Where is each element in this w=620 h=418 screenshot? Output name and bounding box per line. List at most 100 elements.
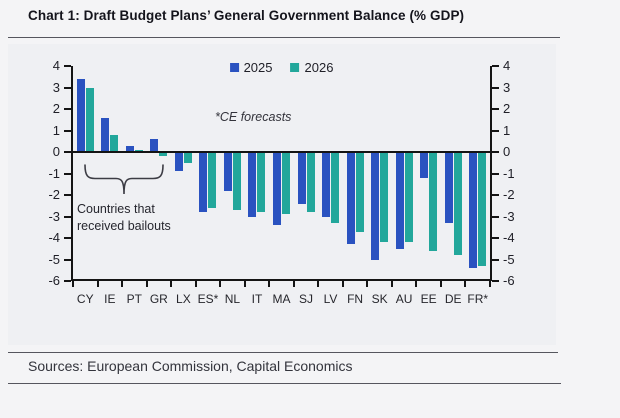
bar-2025-SK xyxy=(371,152,380,260)
y-tick-left xyxy=(64,280,71,282)
y-tick-label-right: 4 xyxy=(503,58,511,73)
y-tick-label-left: -6 xyxy=(48,273,60,288)
legend-item-2026: 2026 xyxy=(290,60,333,75)
y-tick-label-right: -4 xyxy=(503,230,515,245)
x-tick xyxy=(464,281,467,287)
y-tick-left xyxy=(64,86,71,89)
y-tick-left xyxy=(64,258,71,261)
y-tick-label-right: 3 xyxy=(503,79,511,95)
y-tick-right xyxy=(492,129,499,132)
bar-2026-PT xyxy=(134,149,143,152)
x-tick xyxy=(292,281,295,287)
x-tick xyxy=(194,281,197,287)
x-tick xyxy=(341,281,344,287)
y-tick-left xyxy=(64,65,71,67)
legend-item-2025: 2025 xyxy=(229,60,273,75)
y-tick-left xyxy=(64,151,71,153)
y-tick-label-left: 3 xyxy=(52,79,60,95)
y-tick-label-left: -2 xyxy=(48,187,60,202)
bar-2025-FN xyxy=(346,152,355,245)
legend-label-2025: 2025 xyxy=(243,60,273,75)
y-tick-label-left: -5 xyxy=(48,251,60,267)
y-tick-left xyxy=(64,108,71,110)
zero-line xyxy=(71,151,492,154)
x-tick-label: LX xyxy=(176,292,191,306)
bar-2026-ES* xyxy=(208,152,217,208)
y-tick-label-right: 0 xyxy=(503,144,511,159)
x-tick xyxy=(72,281,74,287)
sources-text: Sources: European Commission, Capital Ec… xyxy=(28,358,353,374)
x-axis xyxy=(71,279,492,281)
x-tick-label: LV xyxy=(323,292,338,306)
y-tick-label-right: -6 xyxy=(503,273,515,288)
x-tick-label: SJ xyxy=(299,292,314,306)
y-tick-right xyxy=(492,194,499,196)
bar-2025-GR xyxy=(150,139,159,152)
y-tick-label-right: -5 xyxy=(503,251,515,267)
bar-2026-GR xyxy=(159,152,168,157)
x-tick xyxy=(439,281,442,287)
bar-2025-CY xyxy=(76,78,85,152)
x-tick-label: IT xyxy=(251,292,263,306)
chart: 4 4 3 3 2 2 1 1 0 0 -1 -1 -2 -2 -3 -3 -4 -4 -5 -5 -6 -6 CY IE PT… xyxy=(48,58,514,306)
y-tick-left xyxy=(64,129,71,132)
x-tick xyxy=(390,281,393,287)
bar-2026-EE xyxy=(429,152,438,251)
bar-2025-ES* xyxy=(199,152,208,213)
y-tick-label-left: 2 xyxy=(52,101,60,116)
bar-2025-SJ xyxy=(297,152,306,204)
bar-2026-IT xyxy=(257,152,266,213)
y-tick-left xyxy=(64,172,71,175)
bar-2026-NL xyxy=(232,152,241,211)
y-tick-label-left: -1 xyxy=(48,165,60,181)
bailouts-label: Countries that received bailouts xyxy=(77,201,171,235)
legend-swatch-2026 xyxy=(290,63,300,72)
ce-forecasts-note: *CE forecasts xyxy=(215,110,292,124)
x-tick xyxy=(170,281,173,287)
bar-2026-SJ xyxy=(306,152,315,213)
y-tick-right xyxy=(492,108,499,110)
y-tick-right xyxy=(492,258,499,261)
bar-2026-AU xyxy=(404,152,413,243)
bar-2025-NL xyxy=(223,152,232,191)
y-axis-left xyxy=(71,66,73,281)
x-tick-label: MA xyxy=(272,292,291,306)
y-axis-right xyxy=(490,66,492,281)
y-tick-left xyxy=(64,237,71,239)
x-tick xyxy=(219,281,222,287)
y-tick-right xyxy=(492,65,499,67)
bar-2026-IE xyxy=(110,134,119,152)
y-tick-right xyxy=(492,86,499,89)
x-tick-label: ES* xyxy=(197,292,219,306)
bar-2025-MA xyxy=(273,152,281,226)
bar-2026-DE xyxy=(453,152,462,256)
y-tick-label-right: 1 xyxy=(503,122,511,138)
y-tick-label-right: -2 xyxy=(503,187,515,202)
page-title: Chart 1: Draft Budget Plans’ General Gov… xyxy=(28,8,465,23)
sources-divider-top xyxy=(8,352,558,353)
bar-2026-CY xyxy=(85,87,94,152)
bar-2025-LX xyxy=(174,152,183,172)
bar-2026-LV xyxy=(331,152,340,223)
y-tick-label-right: -3 xyxy=(503,208,515,224)
y-tick-label-left: 4 xyxy=(52,58,60,73)
bailouts-label-line1: Countries that xyxy=(77,202,155,216)
x-tick-label: FN xyxy=(347,292,364,306)
x-tick-label: EE xyxy=(420,292,437,306)
x-tick xyxy=(268,281,271,287)
bar-2025-EE xyxy=(420,152,429,178)
sources-divider-bottom xyxy=(8,383,561,384)
legend: 2025 2026 xyxy=(229,60,333,75)
y-tick-right xyxy=(492,151,499,153)
bar-2026-FN xyxy=(355,152,364,232)
bar-2025-AU xyxy=(395,152,404,249)
x-tick xyxy=(243,281,246,287)
x-tick-label: PT xyxy=(126,292,142,306)
x-tick-label: IE xyxy=(104,292,116,306)
x-tick-label: GR xyxy=(149,292,168,306)
y-tick-label-right: -1 xyxy=(503,165,515,181)
bar-2025-LV xyxy=(322,152,331,217)
y-tick-label-left: -3 xyxy=(48,208,60,224)
title-divider xyxy=(8,37,560,38)
